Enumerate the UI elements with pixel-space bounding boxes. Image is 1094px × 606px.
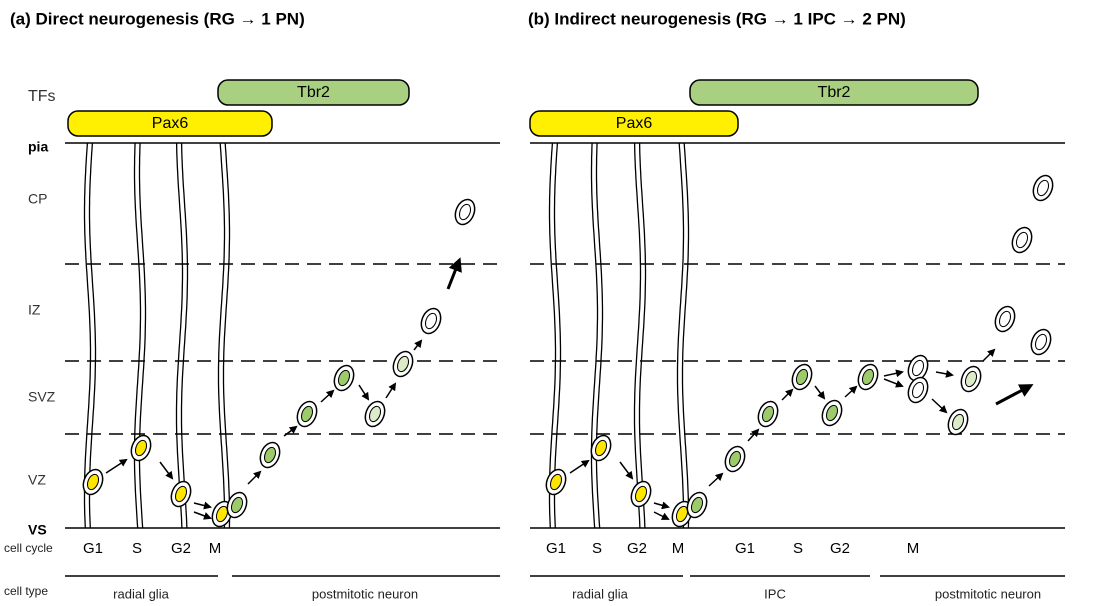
cell	[1009, 225, 1035, 256]
arrow	[845, 387, 856, 397]
radial-fiber	[635, 143, 641, 528]
cell-cycle-phase: G1	[546, 540, 566, 557]
cell	[362, 399, 388, 430]
cell	[789, 362, 815, 393]
arrow	[248, 472, 260, 484]
cell	[543, 467, 569, 498]
cell-cycle-phase: G1	[735, 540, 755, 557]
arrow	[654, 512, 668, 519]
arrow	[654, 503, 668, 507]
radial-fiber	[224, 143, 230, 528]
arrow	[194, 503, 210, 507]
arrow	[194, 512, 210, 518]
cell	[1028, 327, 1054, 358]
cell	[390, 349, 416, 380]
arrow	[996, 386, 1030, 404]
cell	[452, 197, 478, 228]
cell-cycle-label: cell cycle	[4, 541, 53, 555]
tf-label: Pax6	[152, 115, 189, 132]
cell	[331, 363, 357, 394]
cell-type: radial glia	[572, 586, 628, 601]
arrow	[884, 379, 902, 386]
radial-fiber	[177, 143, 183, 528]
arrow	[983, 350, 994, 361]
cell-type: radial glia	[113, 586, 169, 601]
arrow	[386, 384, 395, 398]
arrow	[106, 460, 126, 473]
arrow	[936, 372, 952, 375]
cell	[168, 479, 194, 510]
radial-fiber	[640, 143, 646, 528]
tfs-label: TFs	[28, 88, 56, 105]
cell-type-label: cell type	[4, 584, 48, 598]
cell	[992, 304, 1018, 335]
cell	[755, 399, 781, 430]
cell-type: IPC	[764, 586, 786, 601]
layer-label: pia	[28, 139, 48, 155]
cell-cycle-phase: M	[209, 540, 222, 557]
cell	[958, 364, 984, 395]
arrow	[359, 385, 368, 399]
radial-fiber	[219, 143, 225, 528]
radial-fiber	[683, 143, 689, 528]
cell-cycle-phase: G1	[83, 540, 103, 557]
cell	[418, 306, 444, 337]
radial-fiber	[678, 143, 684, 528]
arrow	[748, 430, 758, 441]
cell-cycle-phase: S	[132, 540, 142, 557]
panel-title: (a) Direct neurogenesis (RG → 1 PN)	[10, 9, 305, 28]
layer-label: SVZ	[28, 389, 56, 405]
radial-fiber	[182, 143, 188, 528]
cell-cycle-phase: G2	[627, 540, 647, 557]
cell-cycle-phase: S	[793, 540, 803, 557]
arrow	[414, 341, 421, 350]
cell	[905, 375, 931, 406]
arrow	[782, 390, 792, 400]
cell-cycle-phase: S	[592, 540, 602, 557]
cell-cycle-phase: G2	[830, 540, 850, 557]
arrow	[884, 372, 902, 376]
cell	[819, 398, 845, 429]
cell-type: postmitotic neuron	[312, 586, 418, 601]
arrow	[620, 462, 632, 478]
cell	[128, 433, 154, 464]
cell	[628, 479, 654, 510]
tf-label: Tbr2	[297, 84, 330, 101]
arrow	[321, 391, 333, 402]
layer-label: VS	[28, 522, 47, 538]
arrow	[570, 461, 588, 473]
layer-label: IZ	[28, 302, 41, 318]
arrow	[815, 386, 824, 398]
cell	[722, 444, 748, 475]
cell	[294, 399, 320, 430]
diagram: (a) Direct neurogenesis (RG → 1 PN) (b) …	[0, 0, 1094, 606]
tf-label: Tbr2	[818, 84, 851, 101]
panel-title: (b) Indirect neurogenesis (RG → 1 IPC → …	[528, 9, 906, 28]
arrow	[932, 399, 946, 412]
cell-cycle-phase: M	[907, 540, 920, 557]
tf-label: Pax6	[616, 115, 653, 132]
cell	[855, 362, 881, 393]
layer-label: CP	[28, 191, 47, 207]
arrow	[709, 474, 722, 486]
cell	[1030, 173, 1056, 204]
cell	[80, 467, 106, 498]
cell-type: postmitotic neuron	[935, 586, 1041, 601]
layer-label: VZ	[28, 472, 46, 488]
cell	[945, 407, 971, 438]
cell-cycle-phase: M	[672, 540, 685, 557]
cell-cycle-phase: G2	[171, 540, 191, 557]
cell	[257, 440, 283, 471]
arrow	[448, 261, 459, 289]
arrow	[160, 462, 172, 478]
